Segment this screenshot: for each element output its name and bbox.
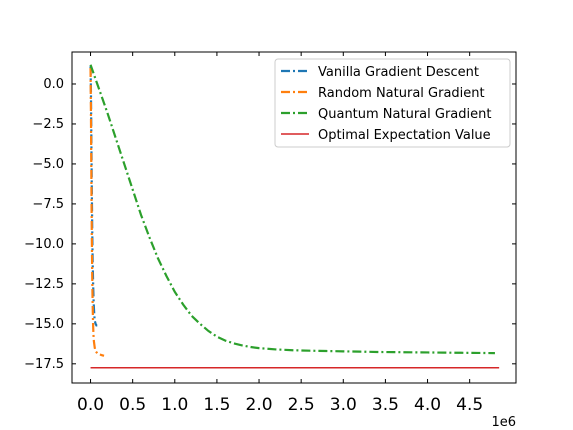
legend: Vanilla Gradient Descent Random Natural G…	[274, 58, 511, 148]
y-tick-label: −7.5	[32, 197, 64, 212]
y-tick-label: −17.5	[24, 357, 64, 372]
legend-label: Random Natural Gradient	[318, 86, 485, 101]
legend-label: Vanilla Gradient Descent	[318, 65, 479, 80]
y-tick-label: 0.0	[43, 77, 64, 92]
x-offset-label: 1e6	[491, 415, 516, 430]
y-tick-label: −15.0	[24, 317, 64, 332]
x-tick-label: 0.0	[77, 395, 104, 415]
x-tick-label: 4.0	[414, 395, 441, 415]
legend-box	[274, 58, 511, 148]
x-tick-label: 2.0	[246, 395, 273, 415]
y-tick-label: −12.5	[24, 277, 64, 292]
axes-layer: 0.0 0.5 1.0 1.5 2.0 2.5 3.0 3.5 4.0 4.5 0.0 −2.5 −5.…	[24, 51, 517, 415]
x-tick-label: 3.5	[372, 395, 399, 415]
x-tick-label: 3.0	[330, 395, 357, 415]
x-tick-label: 2.5	[288, 395, 315, 415]
legend-label: Quantum Natural Gradient	[318, 107, 491, 122]
x-tick-label: 4.5	[456, 395, 483, 415]
y-tick-label: −5.0	[32, 157, 64, 172]
series-line-2	[89, 67, 105, 357]
series-line-1	[89, 66, 98, 327]
x-tick-label: 1.5	[203, 395, 230, 415]
series-layer	[89, 64, 500, 369]
y-tick-label: −10.0	[24, 237, 64, 252]
x-tick-label: 0.5	[119, 395, 146, 415]
x-tick-label: 1.0	[161, 395, 188, 415]
series-line-3	[89, 64, 495, 355]
legend-label: Optimal Expectation Value	[318, 128, 491, 143]
plot-frame	[71, 51, 517, 384]
y-tick-label: −2.5	[32, 117, 64, 132]
